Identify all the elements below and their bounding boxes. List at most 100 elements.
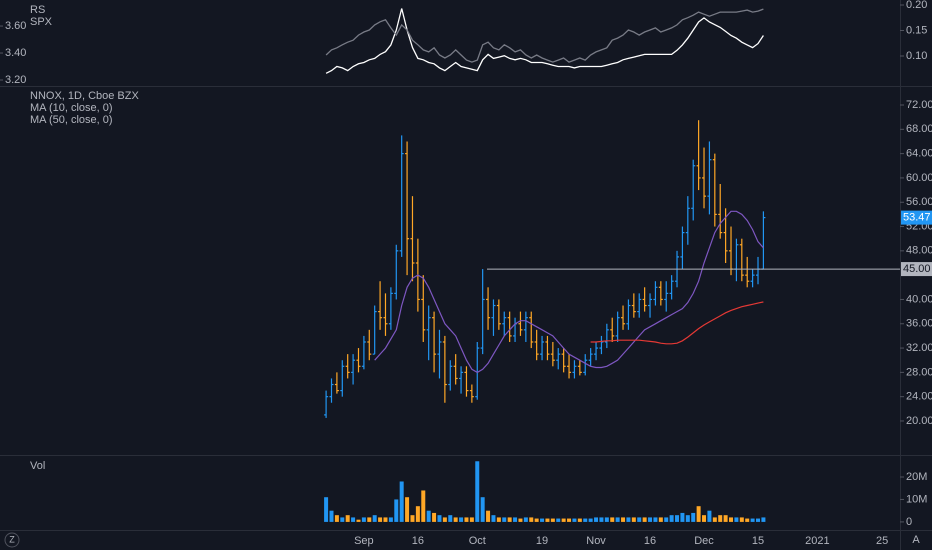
volume-bar	[707, 510, 712, 522]
volume-bar	[642, 517, 647, 522]
auto-scale-button[interactable]: A	[912, 534, 920, 546]
volume-bar	[739, 517, 744, 522]
y-tick-label: 0.15	[906, 24, 927, 36]
y-tick-label: 60.00	[906, 172, 932, 184]
y-tick-label: 48.00	[906, 245, 932, 257]
y-tick-label: 40.00	[906, 293, 932, 305]
volume-bar	[718, 515, 723, 522]
volume-bar	[448, 515, 453, 522]
volume-bar	[534, 518, 539, 522]
legend-ma50: MA (50, close, 0)	[30, 114, 113, 126]
zoom-button[interactable]	[4, 532, 20, 548]
volume-bar	[691, 512, 696, 522]
volume-bar	[340, 517, 345, 522]
y-tick-label: 3.60	[5, 20, 26, 32]
volume-bar	[507, 517, 512, 522]
hline-label: 45.00	[903, 263, 931, 275]
line-series	[590, 301, 764, 345]
volume-bar	[334, 515, 339, 522]
volume-bar	[437, 515, 442, 522]
volume-bar	[464, 517, 469, 522]
x-tick-label: 19	[536, 535, 548, 547]
volume-bar	[405, 497, 410, 522]
volume-bar	[540, 518, 545, 522]
volume-bar	[685, 515, 690, 522]
volume-bar	[518, 518, 523, 522]
volume-bar	[761, 517, 766, 522]
volume-bar	[480, 497, 485, 522]
volume-bar	[577, 518, 582, 522]
volume-bar	[394, 499, 399, 522]
y-tick-label: 56.00	[906, 196, 932, 208]
zoom-button-label[interactable]: Z	[9, 534, 15, 544]
volume-bar	[599, 517, 604, 522]
volume-bar	[453, 517, 458, 522]
line-series	[374, 210, 764, 374]
volume-bar	[421, 490, 426, 522]
y-tick-label: 0.10	[906, 50, 927, 62]
volume-bar	[561, 518, 566, 522]
y-tick-label: 32.00	[906, 342, 932, 354]
volume-bar	[496, 517, 501, 522]
legend-spx: SPX	[30, 16, 53, 28]
volume-bar	[367, 517, 372, 522]
volume-bar	[621, 517, 626, 522]
volume-bar	[588, 518, 593, 522]
y-tick-label: 28.00	[906, 366, 932, 378]
volume-bar	[426, 510, 431, 522]
y-tick-label: 24.00	[906, 391, 932, 403]
volume-bar	[664, 517, 669, 522]
volume-bar	[356, 519, 361, 522]
chart-title: NNOX, 1D, Cboe BZX	[30, 90, 139, 102]
volume-bar	[594, 517, 599, 522]
x-tick-label: 25	[876, 535, 888, 547]
x-tick-label: 16	[412, 535, 424, 547]
volume-bar	[502, 517, 507, 522]
x-tick-label: Sep	[354, 535, 374, 547]
volume-bar	[658, 517, 663, 522]
volume-bar	[475, 461, 480, 522]
volume-bar	[745, 518, 750, 522]
x-tick-label: Oct	[469, 535, 486, 547]
y-tick-label: 68.00	[906, 123, 932, 135]
volume-bar	[756, 518, 761, 522]
volume-bar	[631, 517, 636, 522]
volume-bar	[351, 517, 356, 522]
volume-bar	[378, 517, 383, 522]
volume-bar	[388, 517, 393, 522]
last-price-box	[901, 210, 932, 225]
volume-bar	[729, 517, 734, 522]
volume-bar	[610, 517, 615, 522]
volume-bar	[442, 517, 447, 522]
volume-bar	[361, 517, 366, 522]
volume-bar	[491, 515, 496, 522]
volume-bar	[615, 517, 620, 522]
x-tick-label: 16	[644, 535, 656, 547]
volume-bar	[415, 506, 420, 522]
last-price-label: 53.47	[903, 212, 931, 224]
volume-bar	[556, 518, 561, 522]
volume-bar	[410, 515, 415, 522]
x-tick-label: 15	[752, 535, 764, 547]
y-tick-label: 20.00	[906, 415, 932, 427]
volume-bar	[583, 518, 588, 522]
volume-bar	[545, 518, 550, 522]
volume-bar	[734, 517, 739, 522]
volume-bar	[324, 497, 329, 522]
volume-bar	[572, 518, 577, 522]
x-tick-label: Nov	[586, 535, 606, 547]
volume-bar	[604, 517, 609, 522]
y-tick-label: 20M	[906, 471, 927, 483]
volume-bar	[567, 518, 572, 522]
volume-bar	[383, 517, 388, 522]
volume-bar	[702, 515, 707, 522]
volume-bar	[750, 518, 755, 522]
y-tick-label: 3.40	[5, 47, 26, 59]
y-tick-label: 72.00	[906, 99, 932, 111]
volume-bar	[712, 517, 717, 522]
volume-bar	[399, 481, 404, 522]
y-tick-label: 10M	[906, 493, 927, 505]
volume-bar	[626, 517, 631, 522]
volume-bar	[648, 517, 653, 522]
